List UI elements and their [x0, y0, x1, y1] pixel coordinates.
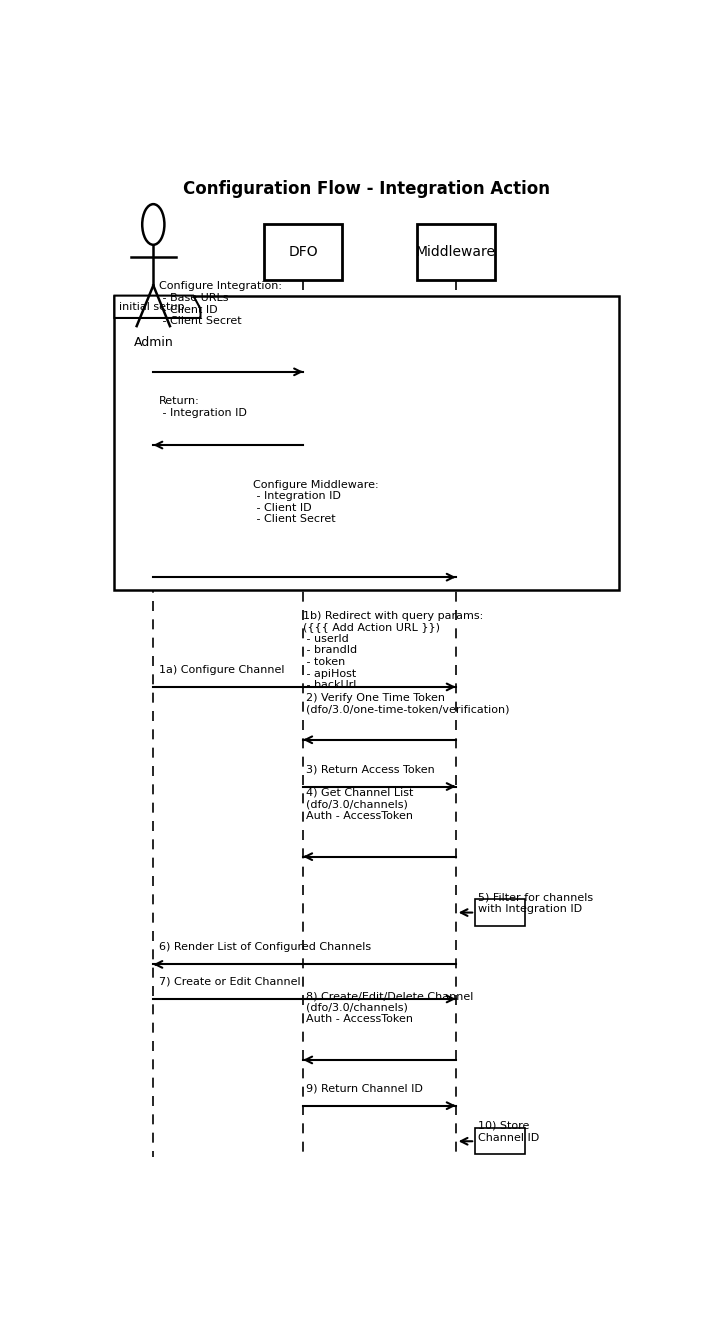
Text: Middleware: Middleware [416, 246, 495, 260]
Bar [475, 899, 525, 925]
Bar [115, 296, 619, 590]
Bar [264, 224, 342, 280]
Text: 8) Create/Edit/Delete Channel
(dfo/3.0/channels)
Auth - AccessToken: 8) Create/Edit/Delete Channel (dfo/3.0/c… [306, 991, 473, 1024]
Text: initial setup: initial setup [119, 302, 185, 312]
Text: 3) Return Access Token: 3) Return Access Token [306, 764, 435, 775]
Bar [475, 1129, 525, 1155]
Text: 5) Filter for channels
with Integration ID: 5) Filter for channels with Integration … [478, 892, 593, 913]
Text: Admin: Admin [133, 337, 173, 350]
Text: Configure Middleware:
 - Integration ID
 - Client ID
 - Client Secret: Configure Middleware: - Integration ID -… [253, 479, 379, 524]
Text: Configuration Flow - Integration Action: Configuration Flow - Integration Action [183, 180, 551, 198]
Text: 1b) Redirect with query params:
({{{ Add Action URL }})
 - userId
 - brandId
 - : 1b) Redirect with query params: ({{{ Add… [303, 611, 483, 690]
Text: 4) Get Channel List
(dfo/3.0/channels)
Auth - AccessToken: 4) Get Channel List (dfo/3.0/channels) A… [306, 788, 413, 821]
Text: Configure Integration:
 - Base URLs
 - Client ID
 - Client Secret: Configure Integration: - Base URLs - Cli… [159, 281, 282, 326]
Text: Return:
 - Integration ID: Return: - Integration ID [159, 396, 247, 417]
Text: 9) Return Channel ID: 9) Return Channel ID [306, 1084, 422, 1093]
Text: 10) Store
Channel ID: 10) Store Channel ID [478, 1121, 539, 1143]
Text: 1a) Configure Channel: 1a) Configure Channel [159, 665, 284, 675]
Text: 6) Render List of Configured Channels: 6) Render List of Configured Channels [159, 942, 371, 952]
Text: DFO: DFO [289, 246, 318, 260]
Text: 7) Create or Edit Channel: 7) Create or Edit Channel [159, 977, 301, 987]
Text: 2) Verify One Time Token
(dfo/3.0/one-time-token/verification): 2) Verify One Time Token (dfo/3.0/one-ti… [306, 693, 509, 714]
Polygon shape [115, 296, 200, 318]
Bar [417, 224, 495, 280]
